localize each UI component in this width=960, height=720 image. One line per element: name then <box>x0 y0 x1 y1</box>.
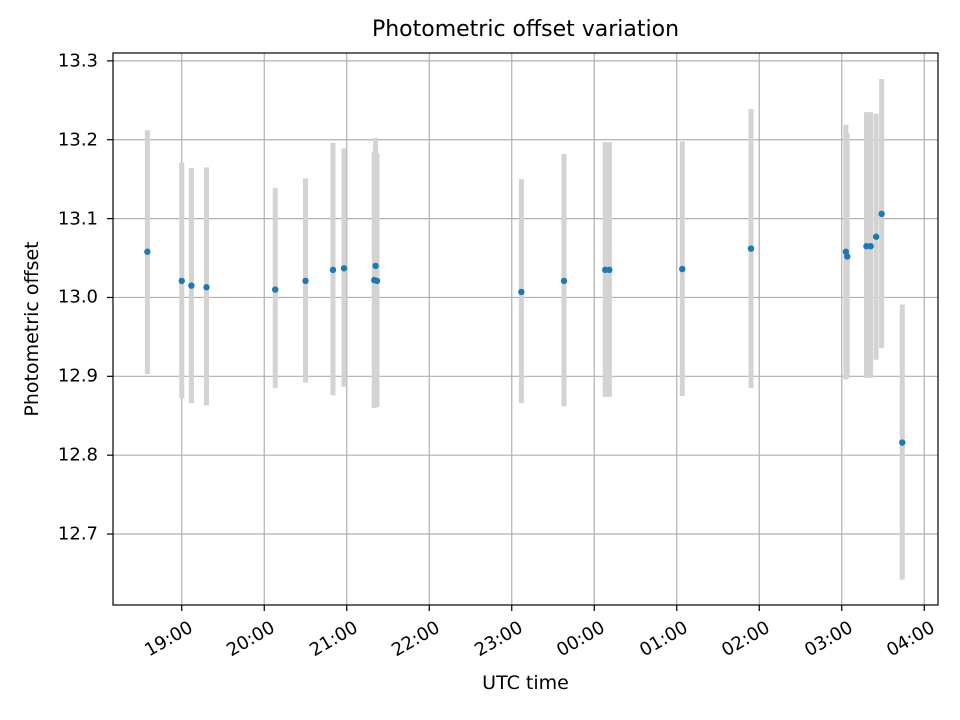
data-point <box>878 210 885 218</box>
error-bars <box>144 79 905 580</box>
tick-marks <box>107 60 925 611</box>
data-point <box>372 262 379 270</box>
y-tick-label: 12.7 <box>57 523 98 545</box>
y-tick-label: 13.1 <box>57 208 98 230</box>
y-tick-label: 12.9 <box>57 365 98 387</box>
chart-title: Photometric offset variation <box>371 17 680 42</box>
x-axis-label: UTC time <box>482 672 569 694</box>
grid-lines <box>113 53 938 605</box>
data-point <box>872 233 880 240</box>
data-point <box>747 245 755 252</box>
y-tick-label: 12.8 <box>57 444 98 466</box>
data-point <box>188 282 195 289</box>
data-point <box>340 265 348 272</box>
data-point <box>679 265 686 273</box>
data-point <box>144 248 151 255</box>
data-point <box>302 277 309 285</box>
data-point <box>178 277 185 285</box>
y-tick-label: 13.0 <box>57 286 98 308</box>
data-point <box>518 288 525 296</box>
data-point <box>606 266 613 274</box>
data-points <box>144 210 906 446</box>
y-tick-label: 13.2 <box>57 129 98 151</box>
y-tick-label: 13.3 <box>57 50 98 72</box>
axes-frame <box>112 52 939 606</box>
data-point <box>899 439 906 446</box>
data-point <box>203 284 210 291</box>
data-point <box>560 277 568 285</box>
data-point <box>272 286 279 293</box>
data-point <box>373 277 381 285</box>
data-point <box>329 266 337 274</box>
y-axis-label: Photometric offset <box>21 241 43 417</box>
data-point <box>867 243 874 250</box>
data-point <box>844 253 851 260</box>
